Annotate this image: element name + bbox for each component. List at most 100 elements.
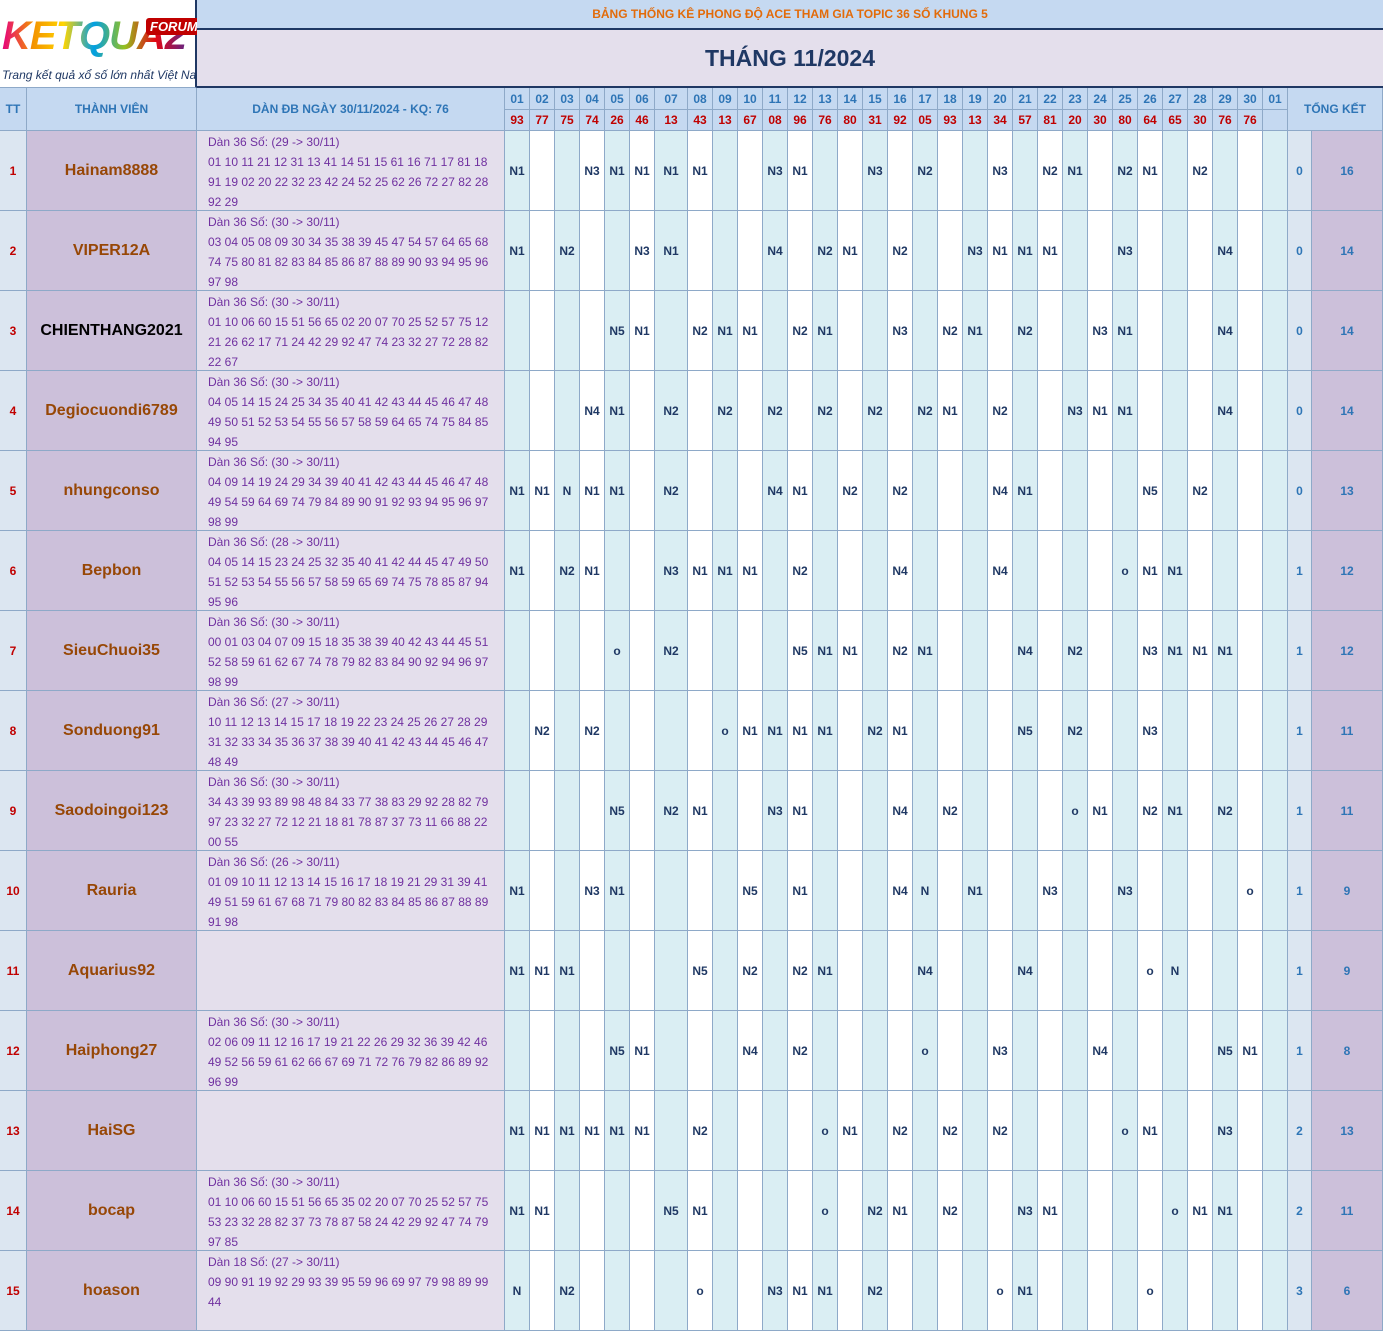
day-mark: N1 <box>1063 131 1088 211</box>
day-mark: N3 <box>988 1011 1013 1091</box>
day-mark: N1 <box>505 211 530 291</box>
member-name: Rauria <box>27 851 197 931</box>
day-mark <box>530 771 555 851</box>
day-mark: N2 <box>938 1171 963 1251</box>
day-mark <box>1038 451 1063 531</box>
dan-title: Dàn 36 Số: (30 -> 30/11) <box>208 295 340 309</box>
day-mark <box>913 691 938 771</box>
day-mark <box>580 211 605 291</box>
day-mark <box>1188 771 1213 851</box>
dan-cell: Dàn 36 Số: (30 -> 30/11) 01 10 06 60 15 5… <box>197 291 505 371</box>
day-mark <box>913 1251 938 1331</box>
day-mark <box>605 211 630 291</box>
total-n: 8 <box>1312 1011 1383 1091</box>
day-mark <box>1138 371 1163 451</box>
day-mark: N1 <box>530 451 555 531</box>
total-n: 13 <box>1312 1091 1383 1171</box>
member-name: Sonduong91 <box>27 691 197 771</box>
day-mark: o <box>1113 531 1138 611</box>
dan-cell: Dàn 36 Số: (30 -> 30/11) 04 05 14 15 24 2… <box>197 371 505 451</box>
dan-cell: Dàn 36 Số: (30 -> 30/11) 02 06 09 11 12 1… <box>197 1011 505 1091</box>
day-mark <box>1238 691 1263 771</box>
day-mark: N4 <box>763 211 788 291</box>
day-mark: N1 <box>1138 1091 1163 1171</box>
day-mark <box>1063 1011 1088 1091</box>
day-mark <box>530 1251 555 1331</box>
day-mark: N2 <box>863 691 888 771</box>
day-mark: N1 <box>963 851 988 931</box>
day-number: 29 <box>1213 88 1238 110</box>
day-mark <box>963 131 988 211</box>
day-mark <box>1013 1091 1038 1171</box>
day-mark <box>813 451 838 531</box>
day-number: 03 <box>555 88 580 110</box>
day-mark: N1 <box>605 1091 630 1171</box>
day-mark: N1 <box>555 1091 580 1171</box>
day-mark: N2 <box>788 531 813 611</box>
day-mark <box>713 611 738 691</box>
day-mark: N3 <box>963 211 988 291</box>
total-n: 14 <box>1312 211 1383 291</box>
dan-numbers: 00 01 03 04 07 09 15 18 35 38 39 40 42 4… <box>208 635 489 689</box>
total-n: 13 <box>1312 451 1383 531</box>
dan-title: Dàn 36 Số: (28 -> 30/11) <box>208 535 340 549</box>
day-mark: N1 <box>605 371 630 451</box>
day-mark <box>1213 531 1238 611</box>
day-mark: N1 <box>605 851 630 931</box>
day-mark <box>863 211 888 291</box>
total-o: 3 <box>1288 1251 1312 1331</box>
day-mark <box>1038 931 1063 1011</box>
day-mark: N4 <box>913 931 938 1011</box>
day-mark <box>1238 371 1263 451</box>
day-number: 19 <box>963 88 988 110</box>
day-mark <box>688 851 713 931</box>
total-o: 1 <box>1288 931 1312 1011</box>
row-number: 14 <box>0 1171 27 1251</box>
day-mark <box>1038 1091 1063 1171</box>
day-mark: N1 <box>1138 531 1163 611</box>
day-mark <box>1013 131 1038 211</box>
day-mark <box>605 531 630 611</box>
day-mark: N1 <box>530 1171 555 1251</box>
day-mark <box>1263 371 1288 451</box>
day-mark <box>713 1171 738 1251</box>
day-number: 09 <box>713 88 738 110</box>
day-mark <box>580 931 605 1011</box>
day-mark: N4 <box>888 531 913 611</box>
day-mark: N5 <box>1213 1011 1238 1091</box>
member-name: Hainam8888 <box>27 131 197 211</box>
day-mark <box>1013 771 1038 851</box>
member-name: nhungconso <box>27 451 197 531</box>
day-mark <box>1088 211 1113 291</box>
day-mark: N5 <box>738 851 763 931</box>
day-mark <box>863 931 888 1011</box>
day-mark: N1 <box>655 211 688 291</box>
day-mark <box>530 611 555 691</box>
day-mark <box>1213 131 1238 211</box>
total-o: 1 <box>1288 691 1312 771</box>
day-mark <box>838 851 863 931</box>
day-number: 11 <box>763 88 788 110</box>
day-mark <box>1188 1251 1213 1331</box>
row-number: 6 <box>0 531 27 611</box>
day-mark <box>1113 691 1138 771</box>
day-mark: N1 <box>938 371 963 451</box>
dan-cell: Dàn 36 Số: (27 -> 30/11) 10 11 12 13 14 1… <box>197 691 505 771</box>
day-mark <box>1063 851 1088 931</box>
day-mark <box>1238 771 1263 851</box>
day-mark <box>963 771 988 851</box>
day-mark <box>1088 611 1113 691</box>
day-mark: N1 <box>580 1091 605 1171</box>
day-mark <box>1188 1011 1213 1091</box>
day-mark <box>838 691 863 771</box>
day-mark: N2 <box>913 131 938 211</box>
day-mark <box>863 451 888 531</box>
day-mark <box>1263 931 1288 1011</box>
day-mark: N3 <box>1113 851 1138 931</box>
day-mark <box>555 371 580 451</box>
day-result: 31 <box>863 110 888 131</box>
day-mark <box>1113 1171 1138 1251</box>
day-mark <box>988 771 1013 851</box>
day-mark: N3 <box>763 131 788 211</box>
header-dan: DÀN ĐB NGÀY 30/11/2024 - KQ: 76 <box>197 88 505 131</box>
